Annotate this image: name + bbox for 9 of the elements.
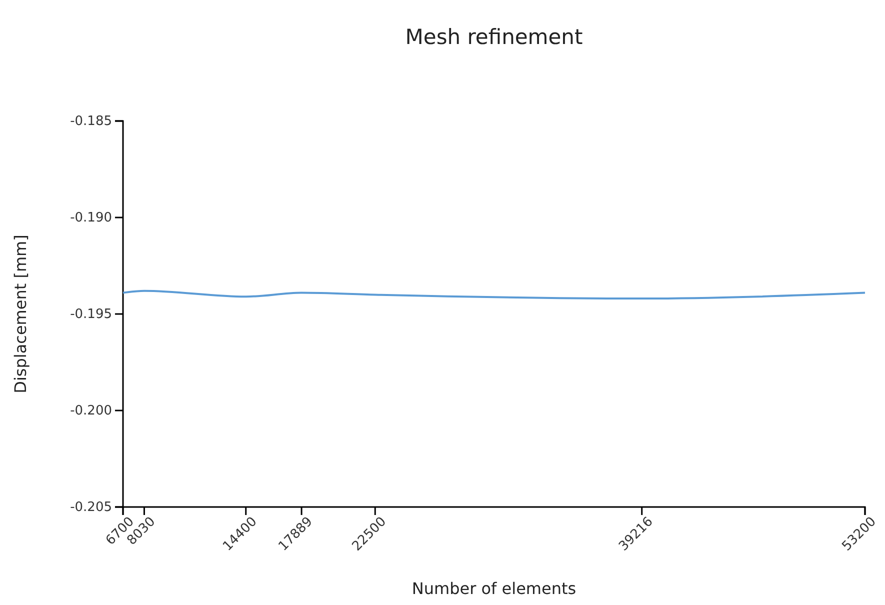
y-tick-label: -0.190: [70, 210, 112, 226]
line-series: [122, 290, 866, 300]
y-tick-label: -0.200: [70, 404, 112, 419]
x-axis-title: Number of elements: [412, 579, 576, 598]
chart-title: Mesh refinement: [405, 25, 583, 49]
y-axis-title: Displacement [mm]: [11, 234, 30, 394]
y-tick-label: -0.185: [70, 114, 112, 130]
y-tick-label: -0.205: [70, 500, 112, 516]
y-tick-label: -0.195: [70, 307, 112, 322]
